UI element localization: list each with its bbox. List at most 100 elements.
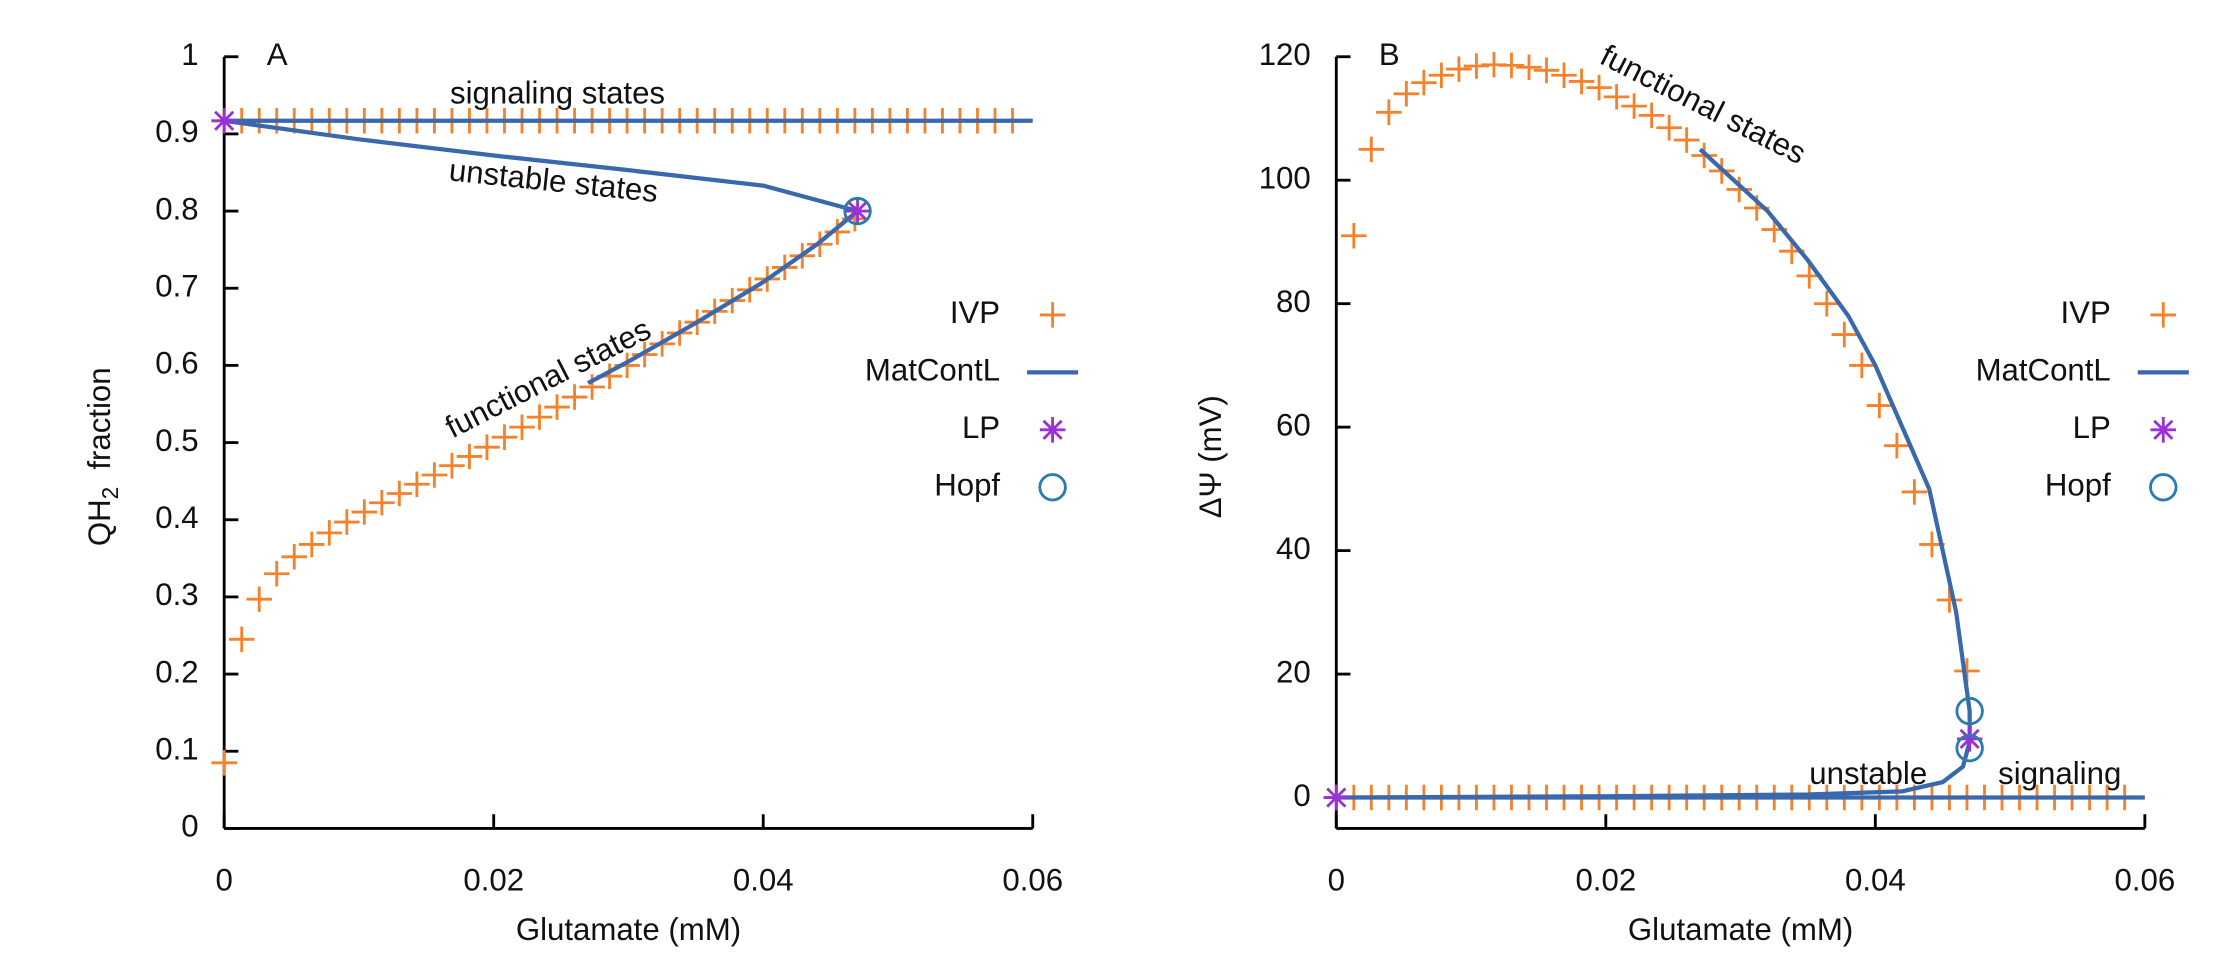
plus-marker [1814,290,1840,317]
plus-marker [1533,57,1560,84]
x-tick-label: 0 [1328,863,1345,898]
plus-marker [1411,69,1437,96]
asterisk-marker [211,108,237,134]
circle-marker [843,196,872,226]
y-tick-label: 60 [1276,407,1311,442]
plus-marker [1498,52,1525,79]
legend-label: IVP [2061,295,2111,330]
y-tick-label: 0.6 [155,346,198,381]
plus-marker [334,509,360,535]
y-axis-label-part: fraction [82,367,117,469]
plus-marker [1726,176,1752,203]
curve [1336,147,2145,800]
plus-marker [1901,479,1928,505]
plus-marker [474,434,500,460]
x-tick-label: 0 [216,863,233,898]
legend-label: MatContL [1976,353,2111,388]
legend-label: IVP [950,295,1000,330]
y-tick-label: 120 [1259,37,1311,72]
legend-label: LP [962,410,1000,445]
plus-marker [491,424,518,450]
legend-label: Hopf [2045,467,2111,502]
legend-symbol [1039,302,1066,328]
legend-symbol [2149,473,2178,502]
plus-marker [263,560,290,587]
annotation: signaling [1998,756,2121,791]
plus-marker [316,520,343,546]
plus-marker [579,374,605,400]
y-tick-label: 0.9 [155,114,198,149]
y-axis-label: QH2 fraction [82,367,123,546]
plus-marker [1936,587,1963,613]
y-tick-label: 0 [181,809,198,844]
y-axis-label-part: 2 [97,487,123,500]
plus-marker [456,443,483,470]
plus-marker [211,750,237,776]
x-axis-label: Glutamate (mM) [516,912,741,947]
plus-marker [1393,81,1420,107]
plus-marker [1866,392,1893,419]
plus-marker [421,462,448,488]
y-tick-label: 20 [1276,654,1311,689]
plus-marker [1884,432,1910,459]
asterisk-marker [844,198,871,224]
asterisk-marker [1323,784,1350,811]
panel: 0 0.1 0.2 0.3 0.4 0.5 0.6 0.7 0.8 0.9 1 0 0.02 0.04 0.… [82,37,1079,947]
plus-marker [1446,56,1472,82]
y-tick-label: 100 [1259,160,1311,195]
plus-marker [404,471,430,498]
plus-marker [1376,99,1402,126]
y-tick-label: 0.1 [155,731,198,766]
legend-symbol [1039,417,1066,443]
plus-marker [1428,62,1455,89]
annotation: functional states [440,311,657,445]
x-tick-label: 0.02 [463,863,524,898]
annotation: unstable [1809,756,1927,791]
plus-marker [1831,321,1858,348]
legend-label: Hopf [934,467,1000,502]
x-tick-label: 0.06 [1002,863,1063,898]
circle-marker [1955,733,1984,763]
plus-marker [369,489,395,516]
plus-marker [509,414,535,440]
plus-marker [1341,222,1367,249]
plus-marker [1568,68,1595,95]
plus-marker [1516,54,1542,81]
plus-marker [1638,102,1665,129]
plus-marker [299,531,325,558]
x-tick-label: 0.06 [2114,863,2175,898]
plus-marker [1551,62,1577,89]
panel-label: A [267,37,288,72]
plus-marker [281,544,308,570]
circle-marker [1955,696,1984,726]
x-axis-label: Glutamate (mM) [1628,912,1853,947]
x-tick-label: 0.04 [1845,863,1906,898]
plus-marker [1849,352,1875,379]
y-tick-label: 0.4 [155,500,198,535]
plus-marker [1358,136,1385,163]
plus-marker [228,626,255,653]
plus-marker [439,452,465,479]
legend-label: MatContL [865,353,1000,388]
plus-marker [561,384,588,410]
panel-label: B [1379,37,1400,72]
plus-marker [246,586,272,612]
y-tick-label: 0.5 [155,423,198,458]
annotation: signaling states [450,75,665,110]
plus-marker [1621,93,1647,119]
y-tick-label: 0 [1293,778,1310,813]
plus-marker [351,499,378,525]
x-tick-label: 0.04 [733,863,794,898]
legend-symbol [2150,302,2177,328]
y-axis-label: ΔΨ (mV) [1193,395,1228,518]
y-tick-label: 40 [1276,531,1311,566]
asterisk-marker [1956,726,1983,752]
legend-label: LP [2073,410,2111,445]
y-tick-label: 1 [181,37,198,72]
y-axis-label-part: ΔΨ (mV) [1193,395,1228,518]
panel: 0 20 40 60 80 100 120 0 0.02 0.04 0.06 B Glutamate (… [1193,37,2189,947]
plus-marker [526,404,553,430]
y-tick-label: 0.7 [155,268,198,303]
